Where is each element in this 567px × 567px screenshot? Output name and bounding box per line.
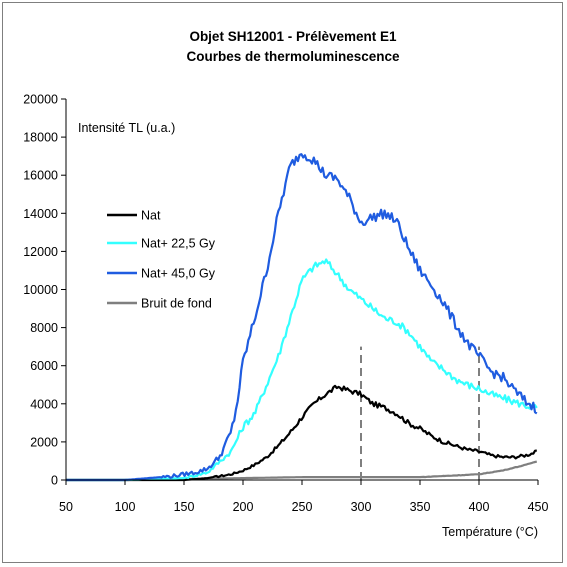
y-tick-label: 14000 xyxy=(23,207,58,221)
legend: Nat Nat+ 22,5 Gy Nat+ 45,0 Gy Bruit de fond xyxy=(107,209,216,311)
y-tick-label: 4000 xyxy=(30,397,58,411)
y-tick-label: 12000 xyxy=(23,245,58,259)
x-axis-label: Température (°C) xyxy=(442,525,538,539)
y-tick-label: 6000 xyxy=(30,359,58,373)
x-ticks: 50 100 150 200 250 300 350 400 450 xyxy=(59,480,548,514)
legend-label-3: Bruit de fond xyxy=(141,297,212,311)
y-tick-label: 10000 xyxy=(23,283,58,297)
x-tick-label: 300 xyxy=(351,500,372,514)
y-tick-label: 16000 xyxy=(23,169,58,183)
legend-label-0: Nat xyxy=(141,209,161,223)
x-tick-label: 150 xyxy=(174,500,195,514)
chart: Objet SH12001 - Prélèvement E1 Courbes d… xyxy=(23,29,548,539)
legend-label-2: Nat+ 45,0 Gy xyxy=(141,267,216,281)
x-tick-label: 100 xyxy=(115,500,136,514)
chart-frame: Objet SH12001 - Prélèvement E1 Courbes d… xyxy=(2,2,563,563)
x-tick-label: 400 xyxy=(469,500,490,514)
y-ticks: 0 2000 4000 6000 8000 10000 12000 14000 16000 180… xyxy=(23,93,66,488)
series-line-2 xyxy=(66,153,538,482)
y-tick-label: 20000 xyxy=(23,93,58,107)
x-tick-label: 450 xyxy=(528,500,549,514)
x-tick-label: 50 xyxy=(59,500,73,514)
y-axis-label: Intensité TL (u.a.) xyxy=(78,121,175,135)
legend-label-1: Nat+ 22,5 Gy xyxy=(141,237,216,251)
chart-subtitle: Courbes de thermoluminescence xyxy=(186,49,400,64)
x-tick-label: 350 xyxy=(410,500,431,514)
x-tick-label: 250 xyxy=(292,500,313,514)
vertical-markers xyxy=(360,346,480,480)
y-tick-label: 8000 xyxy=(30,321,58,335)
chart-title: Objet SH12001 - Prélèvement E1 xyxy=(189,29,397,44)
plot-area xyxy=(66,99,538,480)
y-tick-label: 2000 xyxy=(30,435,58,449)
y-tick-label: 0 xyxy=(51,474,58,488)
x-tick-label: 200 xyxy=(233,500,254,514)
y-tick-label: 18000 xyxy=(23,131,58,145)
